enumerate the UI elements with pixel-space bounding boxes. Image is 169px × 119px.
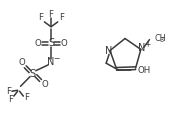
- Text: F: F: [49, 10, 54, 19]
- Text: CH: CH: [154, 34, 166, 43]
- Text: −: −: [53, 55, 59, 64]
- Text: F: F: [8, 95, 14, 104]
- Text: S: S: [30, 69, 36, 79]
- Text: O: O: [61, 39, 67, 48]
- Text: O: O: [41, 80, 48, 89]
- Text: N: N: [138, 43, 146, 53]
- Text: +: +: [144, 40, 150, 49]
- Text: F: F: [24, 93, 29, 102]
- Text: N: N: [47, 57, 55, 67]
- Text: OH: OH: [138, 66, 151, 75]
- Text: F: F: [38, 13, 43, 22]
- Text: 3: 3: [160, 37, 164, 43]
- Text: F: F: [7, 87, 11, 96]
- Text: O: O: [18, 58, 25, 67]
- Text: F: F: [59, 13, 64, 22]
- Text: O: O: [35, 39, 42, 48]
- Text: N: N: [105, 46, 113, 56]
- Text: S: S: [48, 38, 54, 48]
